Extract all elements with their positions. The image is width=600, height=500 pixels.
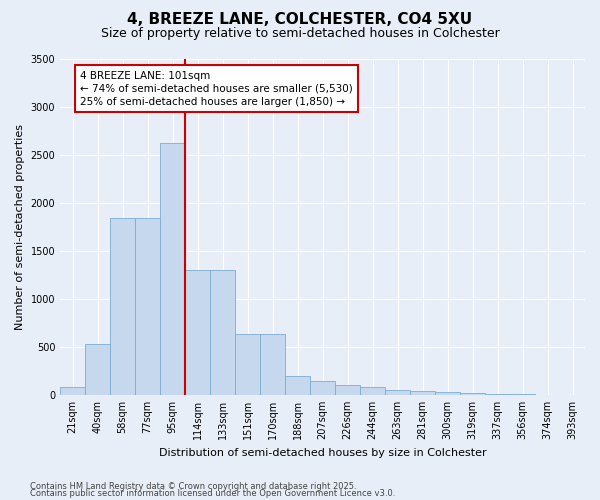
Bar <box>110 218 135 395</box>
Bar <box>310 382 335 395</box>
Bar <box>260 334 285 395</box>
Bar <box>85 344 110 395</box>
Bar <box>60 388 85 395</box>
Text: Size of property relative to semi-detached houses in Colchester: Size of property relative to semi-detach… <box>101 28 499 40</box>
Bar <box>160 144 185 395</box>
Bar <box>485 394 510 395</box>
Text: Contains public sector information licensed under the Open Government Licence v3: Contains public sector information licen… <box>30 490 395 498</box>
Bar <box>235 334 260 395</box>
X-axis label: Distribution of semi-detached houses by size in Colchester: Distribution of semi-detached houses by … <box>159 448 487 458</box>
Bar <box>360 388 385 395</box>
Bar <box>135 218 160 395</box>
Bar <box>185 270 210 395</box>
Bar <box>210 270 235 395</box>
Y-axis label: Number of semi-detached properties: Number of semi-detached properties <box>15 124 25 330</box>
Text: 4 BREEZE LANE: 101sqm
← 74% of semi-detached houses are smaller (5,530)
25% of s: 4 BREEZE LANE: 101sqm ← 74% of semi-deta… <box>80 70 353 107</box>
Bar <box>460 394 485 395</box>
Bar <box>335 386 360 395</box>
Text: Contains HM Land Registry data © Crown copyright and database right 2025.: Contains HM Land Registry data © Crown c… <box>30 482 356 491</box>
Bar <box>410 391 435 395</box>
Bar <box>385 390 410 395</box>
Text: 4, BREEZE LANE, COLCHESTER, CO4 5XU: 4, BREEZE LANE, COLCHESTER, CO4 5XU <box>127 12 473 28</box>
Bar <box>285 376 310 395</box>
Bar <box>435 392 460 395</box>
